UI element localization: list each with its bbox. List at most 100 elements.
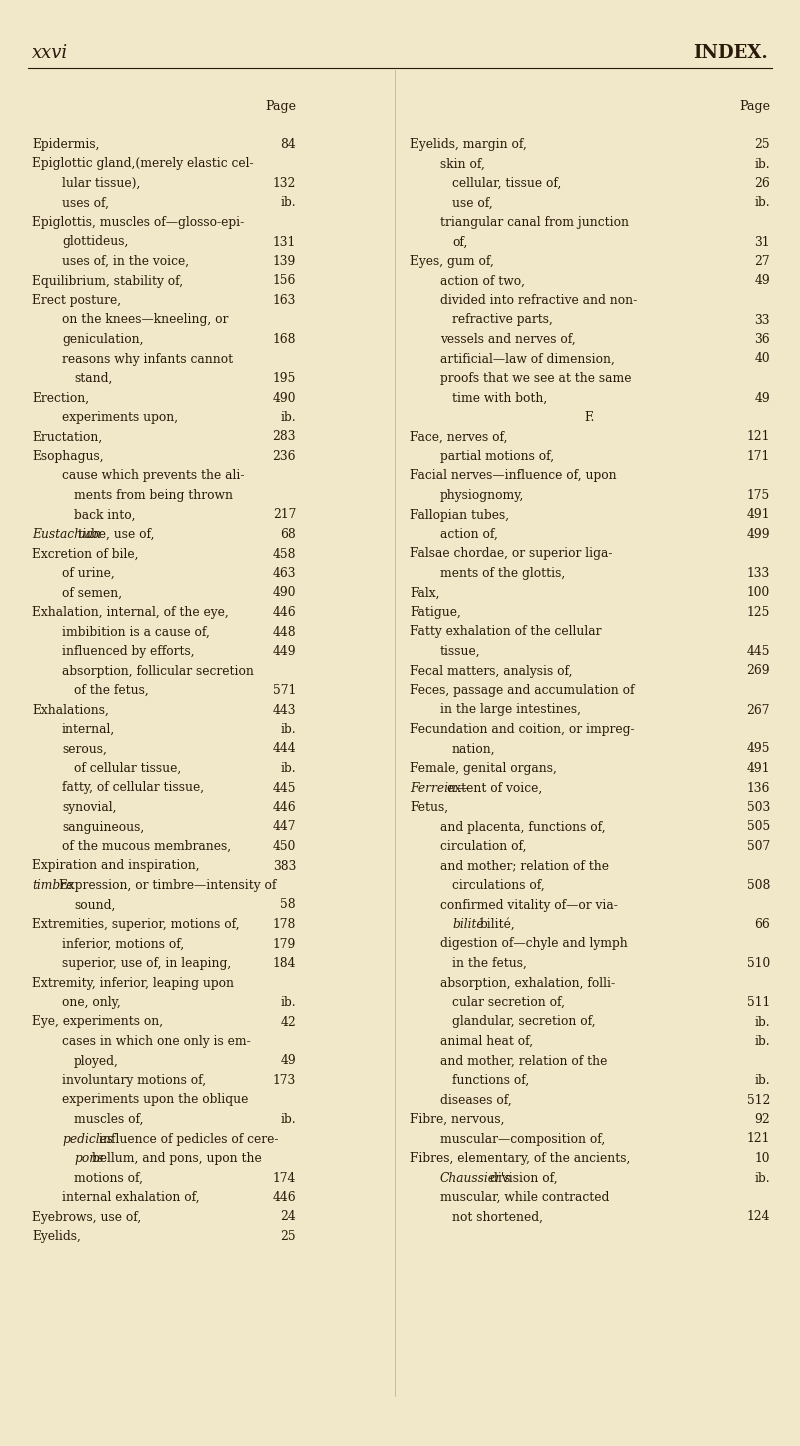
Text: bilité,: bilité,: [479, 918, 515, 931]
Text: on the knees—kneeling, or: on the knees—kneeling, or: [62, 314, 228, 327]
Text: Female, genital organs,: Female, genital organs,: [410, 762, 557, 775]
Text: involuntary motions of,: involuntary motions of,: [62, 1074, 206, 1087]
Text: 512: 512: [746, 1093, 770, 1106]
Text: muscular—composition of,: muscular—composition of,: [440, 1132, 606, 1145]
Text: 25: 25: [280, 1231, 296, 1244]
Text: ib.: ib.: [280, 762, 296, 775]
Text: 443: 443: [273, 704, 296, 717]
Text: diseases of,: diseases of,: [440, 1093, 512, 1106]
Text: Ferrein—: Ferrein—: [410, 781, 468, 794]
Text: of the fetus,: of the fetus,: [74, 684, 149, 697]
Text: imbibition is a cause of,: imbibition is a cause of,: [62, 626, 210, 639]
Text: ib.: ib.: [280, 723, 296, 736]
Text: nation,: nation,: [452, 742, 496, 755]
Text: of semen,: of semen,: [62, 587, 122, 600]
Text: Fatty exhalation of the cellular: Fatty exhalation of the cellular: [410, 626, 602, 639]
Text: 100: 100: [746, 587, 770, 600]
Text: Page: Page: [739, 100, 770, 113]
Text: 490: 490: [273, 587, 296, 600]
Text: INDEX.: INDEX.: [694, 43, 768, 62]
Text: 491: 491: [746, 762, 770, 775]
Text: of urine,: of urine,: [62, 567, 114, 580]
Text: 131: 131: [273, 236, 296, 249]
Text: lular tissue),: lular tissue),: [62, 176, 140, 189]
Text: glandular, secretion of,: glandular, secretion of,: [452, 1015, 596, 1028]
Text: 49: 49: [754, 275, 770, 288]
Text: timbre: timbre: [32, 879, 74, 892]
Text: ib.: ib.: [754, 197, 770, 210]
Text: Facial nerves—influence of, upon: Facial nerves—influence of, upon: [410, 470, 617, 483]
Text: 505: 505: [746, 820, 770, 833]
Text: cular secretion of,: cular secretion of,: [452, 996, 565, 1009]
Text: 383: 383: [273, 859, 296, 872]
Text: 121: 121: [746, 431, 770, 444]
Text: 495: 495: [746, 742, 770, 755]
Text: 136: 136: [746, 781, 770, 794]
Text: Fatigue,: Fatigue,: [410, 606, 461, 619]
Text: Epiglottis, muscles of—glosso-epi-: Epiglottis, muscles of—glosso-epi-: [32, 215, 244, 228]
Text: 510: 510: [746, 957, 770, 970]
Text: confirmed vitality of—or via-: confirmed vitality of—or via-: [440, 898, 618, 911]
Text: sanguineous,: sanguineous,: [62, 820, 144, 833]
Text: Esophagus,: Esophagus,: [32, 450, 104, 463]
Text: Excretion of bile,: Excretion of bile,: [32, 548, 138, 561]
Text: 24: 24: [280, 1210, 296, 1223]
Text: 447: 447: [273, 820, 296, 833]
Text: of,: of,: [452, 236, 467, 249]
Text: 31: 31: [754, 236, 770, 249]
Text: 163: 163: [273, 294, 296, 307]
Text: pedicles: pedicles: [62, 1132, 113, 1145]
Text: 33: 33: [754, 314, 770, 327]
Text: Fallopian tubes,: Fallopian tubes,: [410, 509, 509, 522]
Text: uses of, in the voice,: uses of, in the voice,: [62, 254, 189, 268]
Text: reasons why infants cannot: reasons why infants cannot: [62, 353, 233, 366]
Text: Fecal matters, analysis of,: Fecal matters, analysis of,: [410, 665, 573, 678]
Text: 179: 179: [273, 937, 296, 950]
Text: Falx,: Falx,: [410, 587, 439, 600]
Text: ib.: ib.: [754, 158, 770, 171]
Text: 68: 68: [280, 528, 296, 541]
Text: internal exhalation of,: internal exhalation of,: [62, 1192, 200, 1205]
Text: ments from being thrown: ments from being thrown: [74, 489, 233, 502]
Text: circulation of,: circulation of,: [440, 840, 526, 853]
Text: not shortened,: not shortened,: [452, 1210, 543, 1223]
Text: 49: 49: [754, 392, 770, 405]
Text: triangular canal from junction: triangular canal from junction: [440, 215, 629, 228]
Text: 42: 42: [280, 1015, 296, 1028]
Text: Epidermis,: Epidermis,: [32, 137, 99, 150]
Text: Eustachian: Eustachian: [32, 528, 101, 541]
Text: 446: 446: [272, 1192, 296, 1205]
Text: 269: 269: [746, 665, 770, 678]
Text: one, only,: one, only,: [62, 996, 121, 1009]
Text: divided into refractive and non-: divided into refractive and non-: [440, 294, 638, 307]
Text: 445: 445: [273, 781, 296, 794]
Text: 40: 40: [754, 353, 770, 366]
Text: extent of voice,: extent of voice,: [446, 781, 542, 794]
Text: Expiration and inspiration,: Expiration and inspiration,: [32, 859, 200, 872]
Text: skin of,: skin of,: [440, 158, 485, 171]
Text: artificial—law of dimension,: artificial—law of dimension,: [440, 353, 615, 366]
Text: uses of,: uses of,: [62, 197, 109, 210]
Text: Fecundation and coition, or impreg-: Fecundation and coition, or impreg-: [410, 723, 634, 736]
Text: 458: 458: [273, 548, 296, 561]
Text: ib.: ib.: [280, 411, 296, 424]
Text: in the large intestines,: in the large intestines,: [440, 704, 581, 717]
Text: 571: 571: [273, 684, 296, 697]
Text: geniculation,: geniculation,: [62, 333, 143, 346]
Text: ments of the glottis,: ments of the glottis,: [440, 567, 566, 580]
Text: motions of,: motions of,: [74, 1171, 143, 1184]
Text: xxvi: xxvi: [32, 43, 68, 62]
Text: and mother, relation of the: and mother, relation of the: [440, 1054, 607, 1067]
Text: of cellular tissue,: of cellular tissue,: [74, 762, 182, 775]
Text: 448: 448: [272, 626, 296, 639]
Text: Erection,: Erection,: [32, 392, 89, 405]
Text: use of,: use of,: [452, 197, 493, 210]
Text: ib.: ib.: [754, 1015, 770, 1028]
Text: time with both,: time with both,: [452, 392, 547, 405]
Text: muscles of,: muscles of,: [74, 1113, 143, 1126]
Text: 175: 175: [746, 489, 770, 502]
Text: 139: 139: [273, 254, 296, 268]
Text: 499: 499: [746, 528, 770, 541]
Text: bellum, and pons, upon the: bellum, and pons, upon the: [92, 1152, 262, 1165]
Text: Fibres, elementary, of the ancients,: Fibres, elementary, of the ancients,: [410, 1152, 630, 1165]
